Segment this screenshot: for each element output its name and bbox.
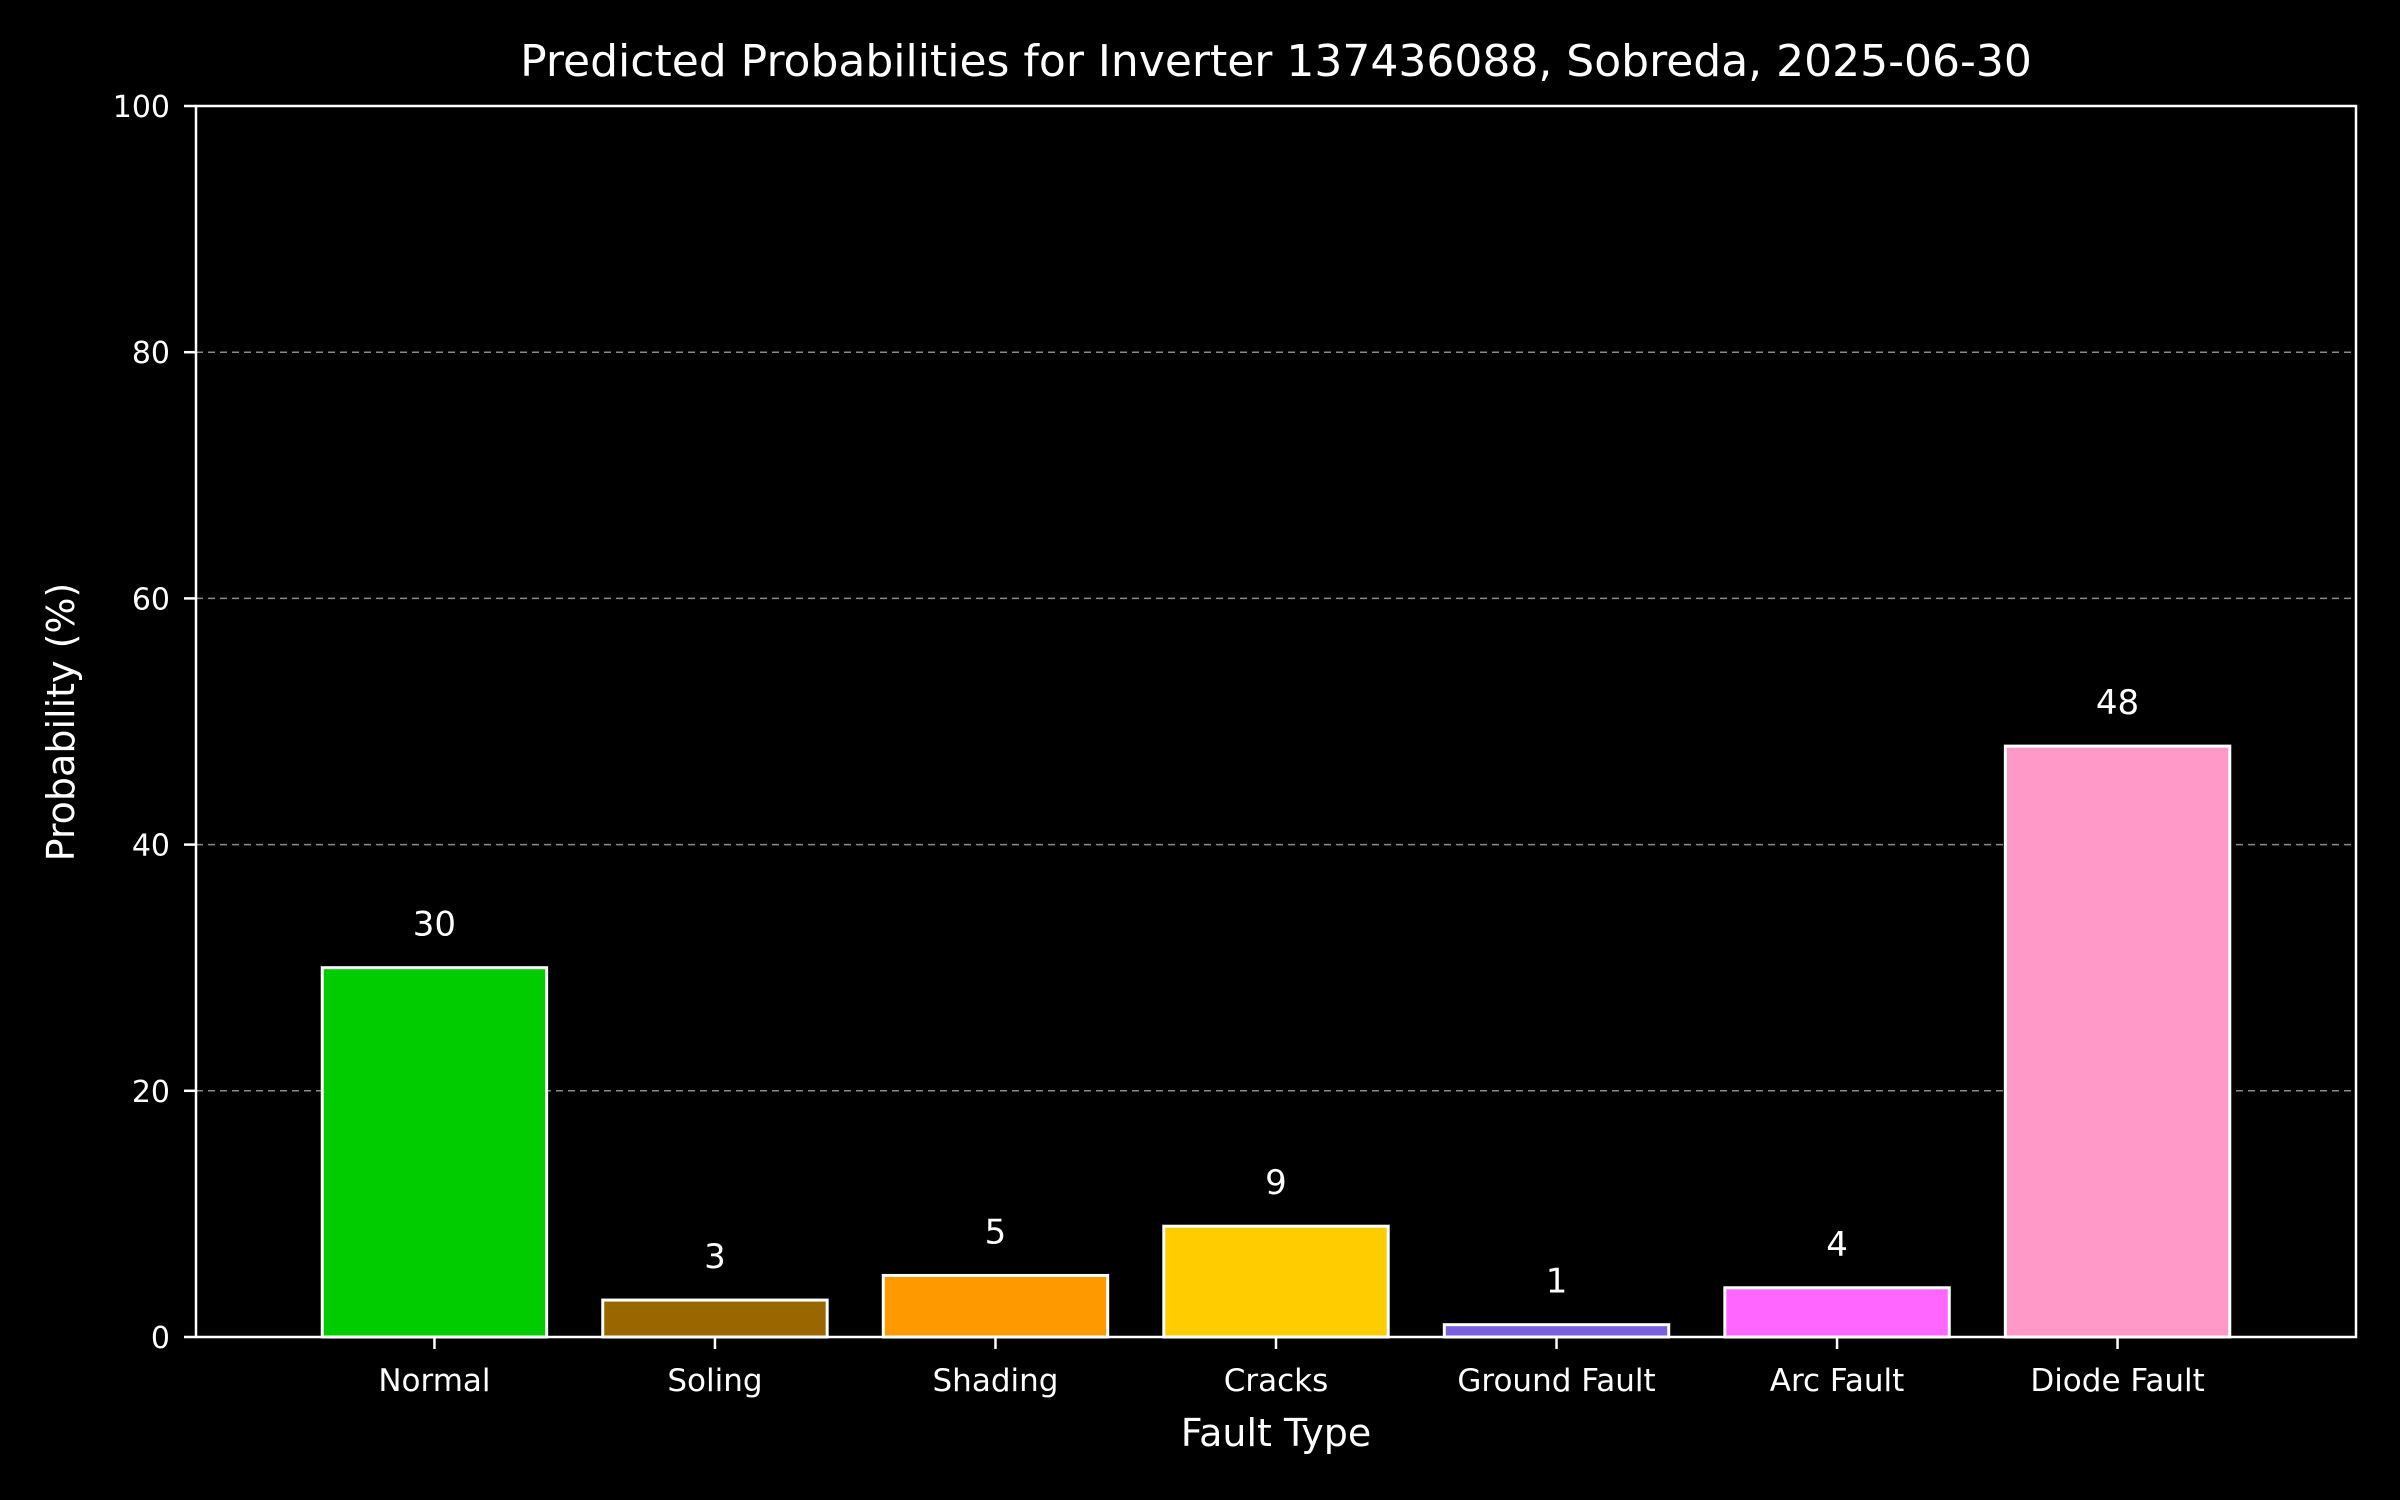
bar-value-label: 1	[1546, 1262, 1568, 1302]
bar-value-label: 3	[704, 1237, 726, 1277]
bar	[1442, 1323, 1671, 1339]
y-tick-label: 100	[113, 90, 170, 125]
bar	[601, 1298, 829, 1339]
x-tick-label: Diode Fault	[2030, 1363, 2204, 1399]
bar	[320, 966, 549, 1339]
x-tick-label: Ground Fault	[1457, 1363, 1655, 1399]
y-tick-label: 60	[132, 582, 170, 617]
x-tick-label: Shading	[933, 1363, 1059, 1399]
bar-value-label: 48	[2096, 683, 2139, 723]
chart-title: Predicted Probabilities for Inverter 137…	[520, 36, 2032, 87]
bar-value-label: 30	[413, 905, 456, 945]
y-tick-label: 0	[151, 1321, 170, 1356]
bar	[2003, 744, 2232, 1339]
bar	[1723, 1286, 1951, 1339]
x-axis: Normal Soling Shading Cracks Ground Fault Arc…	[378, 1337, 2205, 1399]
y-tick-label: 20	[132, 1075, 170, 1110]
gridlines	[196, 351, 2356, 1092]
x-tick-label: Cracks	[1224, 1363, 1329, 1399]
bar-value-label: 9	[1265, 1163, 1287, 1203]
y-axis-label: Probability (%)	[39, 583, 83, 862]
bar-value-label: 4	[1826, 1225, 1848, 1265]
bar	[1162, 1224, 1390, 1339]
y-tick-label: 80	[132, 336, 170, 371]
x-tick-label: Normal	[378, 1363, 490, 1399]
x-axis-label: Fault Type	[1181, 1411, 1372, 1455]
x-tick-label: Soling	[667, 1363, 762, 1399]
y-tick-label: 40	[132, 829, 170, 864]
data-labels: 30 3 5 9 1 4 48	[413, 683, 2139, 1302]
bars	[320, 744, 2232, 1339]
y-axis: 0 20 40 60 80 100	[113, 90, 196, 1356]
bar	[881, 1273, 1110, 1339]
x-tick-label: Arc Fault	[1770, 1363, 1905, 1399]
bar-value-label: 5	[985, 1212, 1007, 1252]
